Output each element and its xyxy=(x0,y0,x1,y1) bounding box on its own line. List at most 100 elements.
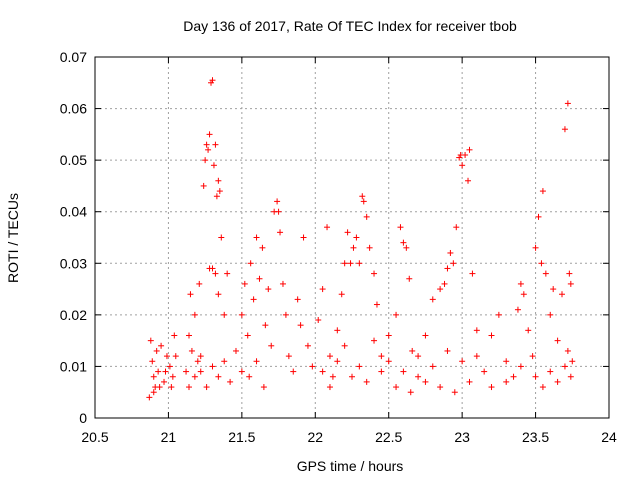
data-point xyxy=(444,347,451,354)
data-point xyxy=(456,154,463,161)
data-point xyxy=(450,260,457,267)
data-point xyxy=(539,188,546,195)
data-point xyxy=(209,77,216,84)
data-point xyxy=(360,198,367,205)
data-point xyxy=(559,291,566,298)
data-point xyxy=(503,378,510,385)
data-point xyxy=(172,353,179,360)
chart-title: Day 136 of 2017, Rate Of TEC Index for r… xyxy=(183,18,517,34)
data-point xyxy=(166,363,173,370)
data-point xyxy=(268,342,275,349)
data-point xyxy=(290,368,297,375)
y-axis-ticks: 0 0.01 0.02 0.03 0.04 0.05 0.06 0.07 xyxy=(60,49,609,426)
data-point xyxy=(510,373,517,380)
data-point xyxy=(213,193,220,200)
data-point xyxy=(253,358,260,365)
data-point xyxy=(209,265,216,272)
data-point xyxy=(517,280,524,287)
data-point xyxy=(525,327,532,334)
data-point xyxy=(150,389,157,396)
data-point xyxy=(200,182,207,189)
data-point xyxy=(215,177,222,184)
data-point xyxy=(246,373,253,380)
plot-frame xyxy=(94,56,610,419)
gridlines xyxy=(95,57,609,418)
data-point xyxy=(262,322,269,329)
y-tick-label: 0 xyxy=(79,410,87,426)
data-point xyxy=(520,291,527,298)
data-point xyxy=(561,363,568,370)
data-point xyxy=(163,353,170,360)
data-point xyxy=(403,244,410,251)
data-point xyxy=(341,342,348,349)
data-point xyxy=(247,260,254,267)
data-point xyxy=(158,342,165,349)
data-point xyxy=(569,358,576,365)
x-tick-label: 24 xyxy=(601,429,617,445)
data-point xyxy=(406,275,413,282)
data-point xyxy=(363,378,370,385)
data-point xyxy=(366,244,373,251)
data-point xyxy=(344,229,351,236)
data-point xyxy=(378,368,385,375)
data-point xyxy=(554,378,561,385)
data-point xyxy=(196,280,203,287)
data-point xyxy=(466,378,473,385)
data-point xyxy=(191,311,198,318)
data-point xyxy=(429,296,436,303)
y-tick-label: 0.01 xyxy=(60,358,87,374)
data-point xyxy=(161,378,168,385)
data-point xyxy=(350,244,357,251)
data-point xyxy=(373,301,380,308)
data-point xyxy=(324,224,331,231)
data-point xyxy=(469,270,476,277)
x-axis-ticks: 20.5 21 21.5 22 22.5 23 23.5 24 xyxy=(81,57,617,445)
data-point xyxy=(265,286,272,293)
data-point xyxy=(517,363,524,370)
data-points xyxy=(146,77,576,401)
data-point xyxy=(238,311,245,318)
data-point xyxy=(397,224,404,231)
data-point xyxy=(378,353,385,360)
data-point xyxy=(539,384,546,391)
data-point xyxy=(191,373,198,380)
data-point xyxy=(503,358,510,365)
x-tick-label: 23 xyxy=(454,429,470,445)
x-tick-label: 20.5 xyxy=(81,429,108,445)
data-point xyxy=(260,384,267,391)
data-point xyxy=(535,213,542,220)
data-point xyxy=(393,384,400,391)
data-point xyxy=(227,378,234,385)
data-point xyxy=(309,363,316,370)
data-point xyxy=(422,378,429,385)
data-point xyxy=(407,389,414,396)
data-point xyxy=(451,389,458,396)
data-point xyxy=(341,260,348,267)
data-point xyxy=(221,358,228,365)
data-point xyxy=(409,347,416,354)
y-axis-label: ROTI / TECUs xyxy=(5,193,21,283)
data-point xyxy=(538,260,545,267)
data-point xyxy=(297,322,304,329)
data-point xyxy=(259,244,266,251)
y-tick-label: 0.04 xyxy=(60,204,87,220)
data-point xyxy=(393,311,400,318)
data-point xyxy=(550,286,557,293)
data-point xyxy=(224,270,231,277)
data-point xyxy=(197,353,204,360)
data-point xyxy=(564,100,571,107)
data-point xyxy=(514,306,521,313)
data-point xyxy=(221,311,228,318)
data-point xyxy=(216,188,223,195)
data-point xyxy=(371,270,378,277)
data-point xyxy=(334,358,341,365)
data-point xyxy=(359,193,366,200)
data-point xyxy=(215,291,222,298)
data-point xyxy=(206,131,213,138)
data-point xyxy=(326,353,333,360)
data-point xyxy=(218,234,225,241)
data-point xyxy=(326,384,333,391)
data-point xyxy=(202,157,209,164)
data-point xyxy=(147,337,154,344)
